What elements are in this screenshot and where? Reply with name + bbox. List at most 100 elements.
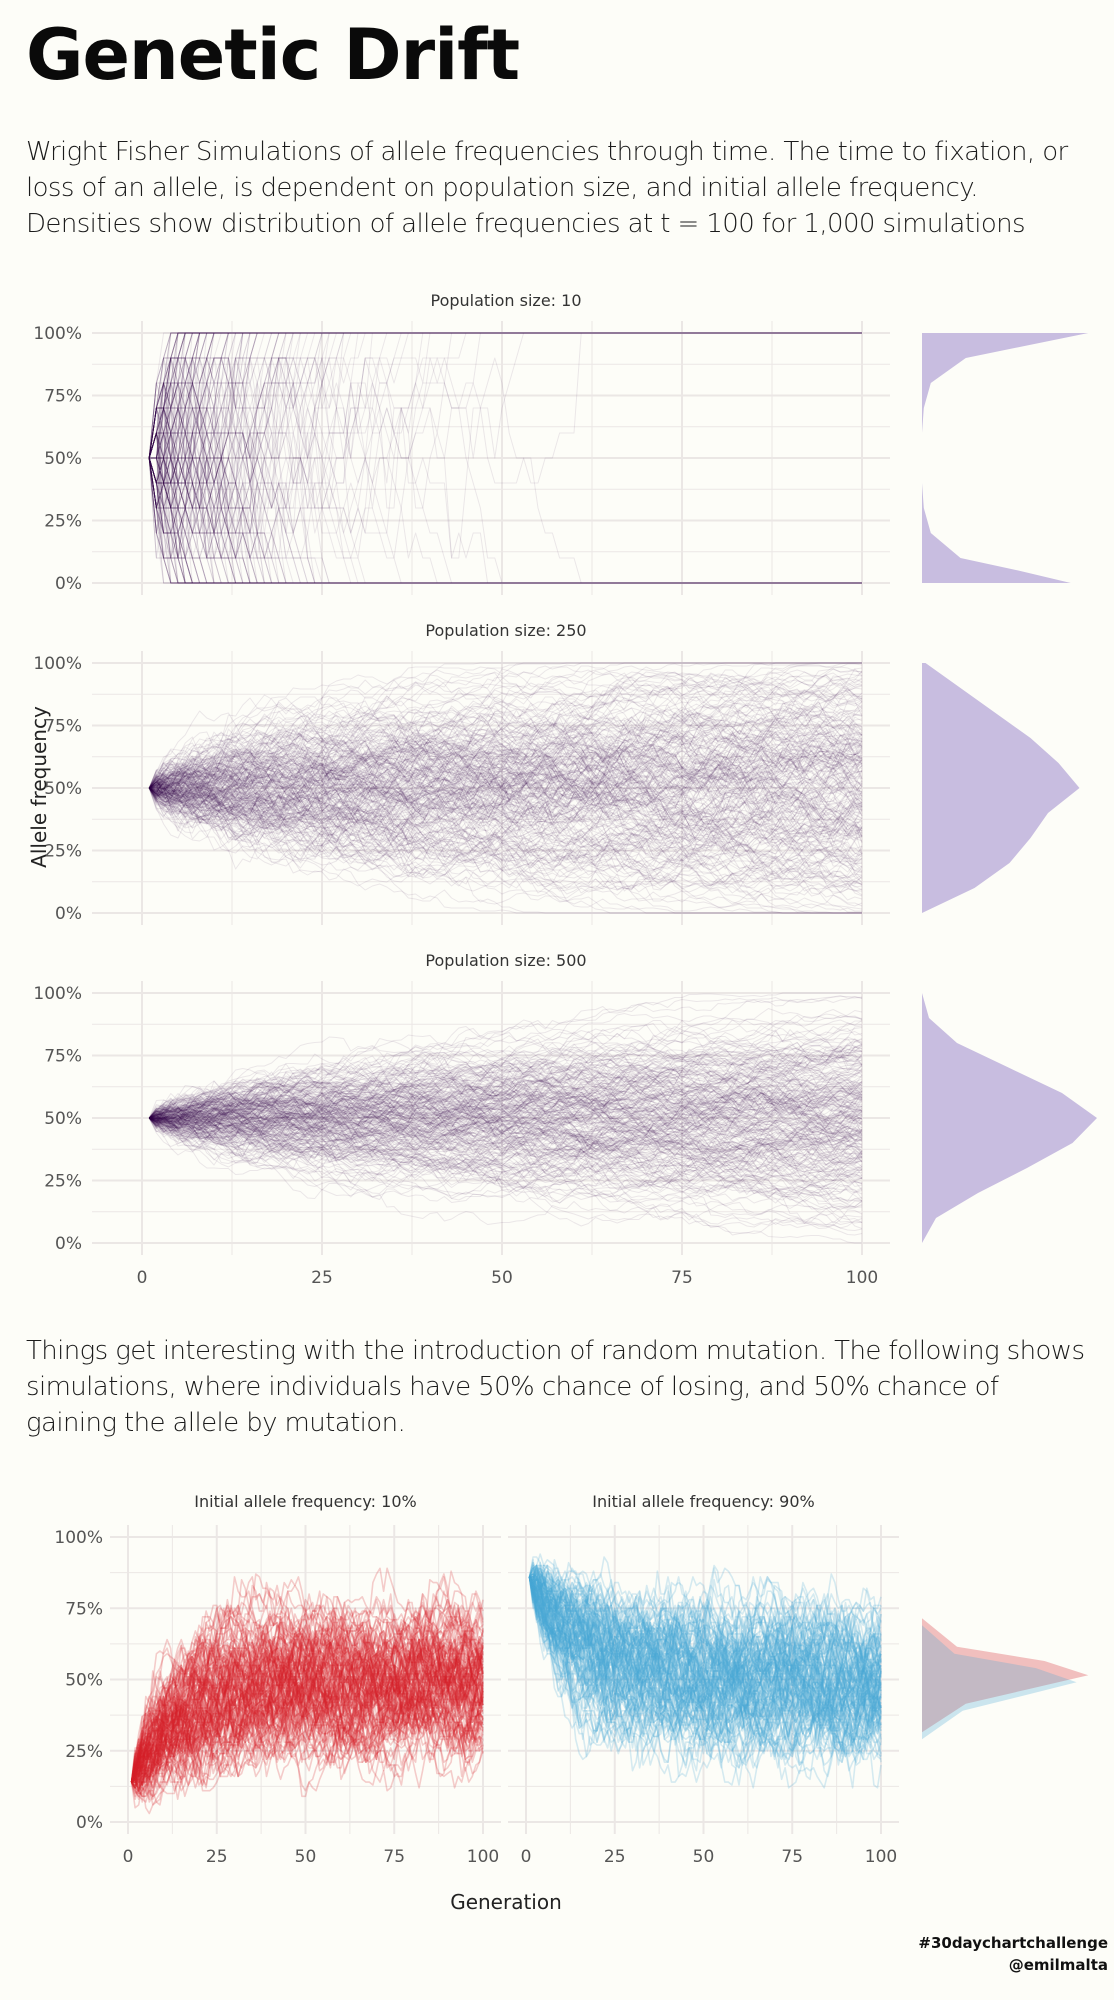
simulation-line [148,1057,863,1122]
credit-handle: @emilmalta [1008,1956,1108,1974]
simulation-line [149,769,862,886]
simulation-line [528,1576,882,1769]
simulation-line [149,1094,863,1175]
simulation-line [148,778,863,879]
simulation-line [148,432,862,584]
simulation-line [148,332,862,509]
simulation-line [528,1564,882,1746]
drift-panel-1-y-tick-label: 0% [55,574,82,594]
simulation-line [148,1094,863,1177]
simulation-line [148,332,862,534]
simulation-line [149,1050,863,1130]
simulation-line [528,1567,882,1721]
simulation-line [148,332,862,459]
drift-panel-3-y-tick-label: 0% [55,1234,82,1254]
simulation-line [148,1043,863,1131]
simulation-line [148,733,863,825]
simulation-line [148,332,862,459]
simulation-line [148,457,862,584]
simulation-line [148,1091,863,1130]
simulation-line [148,695,862,801]
simulation-line [149,1046,863,1145]
simulation-line [148,1043,863,1128]
simulation-line [528,1570,882,1704]
mutation-y-tick-label: 50% [65,1671,103,1691]
simulation-line [148,1094,863,1157]
simulation-line [149,382,862,584]
simulation-line [148,735,863,817]
simulation-line [149,755,863,864]
simulation-line [130,1664,484,1783]
simulation-line [528,1576,882,1749]
simulation-line [148,1065,863,1143]
simulation-line [149,457,862,584]
simulation-line [149,1080,863,1163]
simulation-line [149,1108,862,1244]
simulation-line [148,718,863,819]
simulation-line [148,332,862,559]
simulation-line [148,689,863,789]
simulation-line [148,1102,863,1215]
simulation-line [528,1573,882,1721]
simulation-line [148,741,863,852]
simulation-line [148,762,863,875]
simulation-line [148,1062,863,1156]
simulation-line [130,1627,484,1798]
simulation-line [148,781,863,871]
simulation-line [528,1576,882,1758]
simulation-line [149,766,863,868]
simulation-line [148,1113,863,1201]
simulation-line [149,332,862,459]
simulation-line [149,1024,863,1121]
mutation-panel-1-frame: 0% 25% 50% 75% 100% 0 25 50 75 100 [54,1525,501,1867]
simulation-line [528,1576,882,1755]
simulation-line [149,1062,863,1143]
mutation-x-tick-label: 50 [295,1847,317,1867]
simulation-line [149,1086,863,1176]
simulation-line [149,332,862,509]
simulation-line [130,1598,484,1789]
simulation-line [148,1117,863,1204]
simulation-line [148,1084,863,1131]
simulation-line [130,1601,484,1783]
simulation-line [148,738,863,867]
simulation-line [148,1092,863,1159]
simulation-line [148,756,863,854]
drift-panel-3-x-tick-label: 0 [137,1268,148,1288]
simulation-line [148,332,862,459]
simulation-line [149,457,862,584]
simulation-line [149,1102,863,1194]
page-title: Genetic Drift [26,14,520,96]
simulation-line [149,662,862,789]
simulation-line [131,1630,484,1783]
simulation-line [149,1039,863,1140]
simulation-line [148,678,863,815]
simulation-line [148,457,862,584]
simulation-line [130,1616,484,1783]
simulation-line [528,1573,881,1724]
simulation-line [148,774,863,848]
simulation-line [148,1106,863,1186]
simulation-line [130,1678,484,1783]
simulation-line [148,1081,863,1145]
simulation-line [148,748,863,837]
mutation-chart: 0% 25% 50% 75% 100% 0 25 50 75 100 Initial allele … [54,1492,1089,1914]
simulation-line [148,1022,863,1119]
simulation-line [148,457,862,584]
simulation-line [130,1675,484,1786]
simulation-line [149,1083,863,1224]
simulation-line [148,382,862,584]
simulation-line [148,332,862,459]
simulation-line [148,332,862,534]
simulation-line [130,1616,484,1789]
simulation-line [148,382,862,584]
simulation-line [148,716,863,818]
simulation-line [148,407,862,584]
simulation-line [529,1570,882,1743]
simulation-line [149,1060,863,1125]
simulation-line [148,1117,863,1195]
simulation-line [130,1650,484,1783]
simulation-line [130,1613,484,1783]
simulation-line [149,457,862,584]
simulation-line [148,332,862,459]
